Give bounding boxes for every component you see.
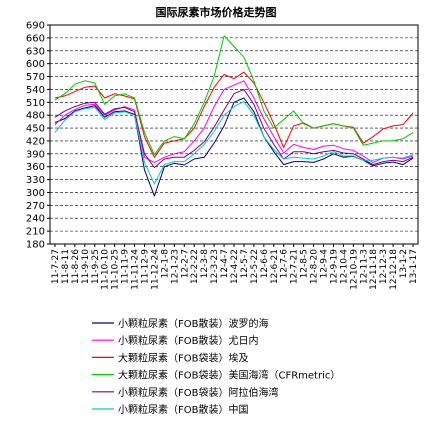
y-tick-label: 330 — [26, 175, 45, 186]
x-tick-label: 12-2-22 — [190, 249, 200, 284]
series-line-6 — [54, 100, 414, 185]
x-tick-label: 12-2-7 — [180, 249, 190, 278]
series-lines — [54, 35, 414, 197]
x-tick-label: 11-10-25 — [111, 249, 121, 290]
plot-area — [49, 24, 419, 245]
y-tick-label: 510 — [26, 98, 45, 109]
y-tick-label: 540 — [26, 85, 45, 96]
x-tick-label: 12-11-3 — [359, 249, 369, 284]
x-tick-label: 11-8-11 — [61, 249, 71, 284]
x-tick-label: 12-1-8 — [160, 249, 170, 279]
x-tick-label: 12-11-18 — [369, 249, 379, 290]
y-tick-label: 480 — [26, 111, 45, 122]
y-tick-label: 660 — [26, 33, 45, 44]
x-tick-label: 12-9-4 — [320, 249, 330, 279]
x-tick-label: 12-5-22 — [250, 249, 260, 284]
y-tick-label: 600 — [26, 59, 45, 70]
legend-label: 小颗粒尿素（FOB散装）尤日内 — [118, 334, 258, 347]
x-tick-label: 11-9-10 — [81, 249, 91, 284]
y-tick-label: 270 — [26, 201, 45, 212]
x-tick-label: 11-11-24 — [131, 249, 141, 290]
x-tick-label: 12-10-19 — [349, 249, 359, 290]
series-line-5 — [54, 88, 414, 169]
x-tick-label: 12-1-23 — [170, 249, 180, 284]
y-tick-label: 390 — [26, 149, 45, 160]
x-tick-label: 12-7-21 — [290, 249, 300, 284]
x-tick-label: 11-7-27 — [51, 249, 61, 284]
legend-label: 大颗粒尿素（FOB袋装）埃及 — [118, 351, 248, 364]
x-tick-label: 11-11-9 — [121, 249, 131, 284]
x-tick-label: 12-4-7 — [220, 249, 230, 278]
x-tick-label: 11-12-9 — [140, 249, 150, 284]
x-tick-label: 12-6-21 — [270, 249, 280, 284]
x-tick-label: 13-1-2 — [399, 249, 409, 278]
y-tick-label: 210 — [26, 227, 45, 238]
y-tick-label: 180 — [26, 240, 45, 251]
x-tick-label: 11-12-24 — [150, 249, 160, 290]
y-tick-label: 570 — [26, 72, 45, 83]
legend-label: 小颗粒尿素（FOB散装）波罗的海 — [118, 317, 268, 330]
x-tick-label: 11-9-25 — [91, 249, 101, 284]
x-tick-label: 12-3-23 — [210, 249, 220, 284]
legend-label: 小颗粒尿素（FOB袋装）阿拉伯海湾 — [118, 386, 278, 399]
x-tick-label: 12-4-22 — [230, 249, 240, 284]
x-tick-label: 12-6-6 — [260, 249, 270, 279]
x-tick-label: 13-1-17 — [409, 249, 419, 284]
x-tick-label: 12-8-20 — [310, 249, 320, 284]
chart-title: 国际尿素市场价格走势图 — [156, 5, 277, 19]
x-tick-label: 12-9-19 — [329, 249, 339, 284]
x-tick-label: 12-10-4 — [339, 249, 349, 284]
x-tick-label: 12-5-7 — [240, 249, 250, 278]
x-tick-label: 12-12-18 — [389, 249, 399, 290]
series-line-3 — [54, 71, 414, 158]
y-tick-label: 630 — [26, 46, 45, 57]
x-axis: 11-7-27 11-8-11 11-8-26 11-9-10 11-9-25 11-10… — [51, 244, 419, 290]
x-tick-label: 12-3-8 — [200, 249, 210, 279]
x-tick-label: 12-7-6 — [280, 249, 290, 279]
x-tick-label: 12-12-3 — [379, 249, 389, 284]
legend-label: 大颗粒尿素（FOB袋装）美国海湾（CFRmetric） — [118, 369, 340, 382]
x-tick-label: 11-10-10 — [101, 249, 111, 290]
series-line-4 — [54, 35, 414, 156]
x-tick-label: 12-8-5 — [300, 249, 310, 278]
legend-label: 小颗粒尿素（FOB散装）中国 — [118, 403, 248, 416]
y-tick-label: 450 — [26, 124, 45, 135]
legend: 小颗粒尿素（FOB散装）波罗的海小颗粒尿素（FOB散装）尤日内大颗粒尿素（FOB… — [92, 317, 340, 416]
y-tick-label: 420 — [26, 136, 45, 147]
x-tick-label: 11-8-26 — [71, 249, 81, 284]
y-tick-label: 300 — [26, 188, 45, 199]
series-line-2 — [54, 80, 414, 163]
y-tick-label: 240 — [26, 214, 45, 225]
y-tick-label: 360 — [26, 162, 45, 173]
y-tick-label: 690 — [26, 21, 45, 32]
